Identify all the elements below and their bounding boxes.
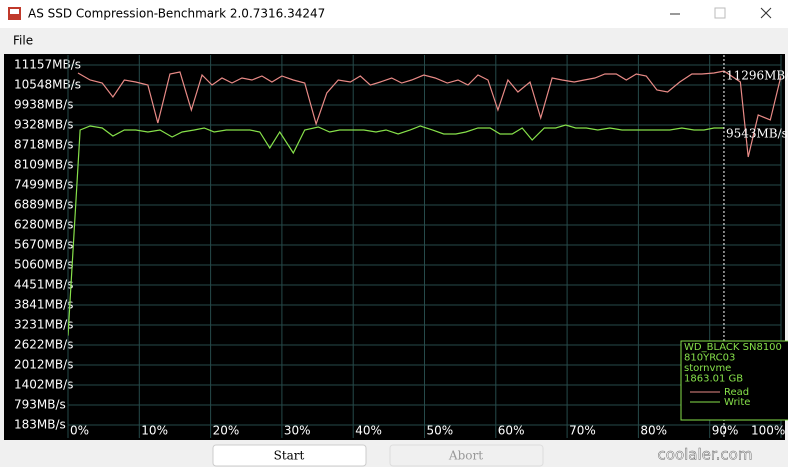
- watermark: coolaler.com: [658, 446, 753, 464]
- y-tick-label: 3231MB/s: [14, 318, 73, 332]
- y-tick-label: 6889MB/s: [14, 198, 73, 212]
- close-button[interactable]: [760, 7, 772, 19]
- x-tick-label: 40%: [355, 424, 382, 438]
- y-tick-label: 8109MB/s: [14, 157, 73, 171]
- x-tick-label: 100%: [751, 424, 785, 438]
- x-tick-label: 50%: [427, 424, 454, 438]
- plot-background: [4, 54, 785, 440]
- y-tick-label: 1402MB/s: [14, 378, 73, 392]
- abort-button: [389, 444, 544, 467]
- y-tick-label: 183MB/s: [14, 418, 66, 432]
- y-tick-label: 6280MB/s: [14, 217, 73, 231]
- y-tick-label: 5060MB/s: [14, 258, 73, 272]
- y-tick-label: 11157MB/s: [14, 58, 81, 72]
- x-tick-label: 30%: [284, 424, 311, 438]
- y-tick-label: 10548MB/s: [14, 77, 81, 91]
- plot: 11157MB/s 10548MB/s 9938MB/s 9328MB/s 8718MB…: [14, 55, 788, 438]
- x-tick-label: 90%: [712, 424, 739, 438]
- x-tick-label: 10%: [141, 424, 168, 438]
- y-tick-label: 9938MB/s: [14, 97, 73, 111]
- device-info: WD_BLACK SN8100: [684, 342, 782, 353]
- cursor-label: 9543MB/s: [726, 127, 788, 141]
- x-tick-label: 20%: [213, 424, 240, 438]
- y-tick-label: 8718MB/s: [14, 138, 73, 152]
- series-line: [68, 124, 724, 336]
- y-tick-label: 3841MB/s: [14, 298, 73, 312]
- x-tick-label: 60%: [498, 424, 525, 438]
- x-tick-label: 70%: [569, 424, 596, 438]
- series-line: [77, 70, 781, 158]
- x-tick-label: 0%: [70, 424, 89, 438]
- y-tick-label: 9328MB/s: [14, 118, 73, 132]
- legend-box: [680, 340, 788, 421]
- y-tick-label: 5670MB/s: [14, 238, 73, 252]
- y-tick-label: 2012MB/s: [14, 358, 73, 372]
- abort-button-label: Abort: [448, 449, 483, 463]
- legend-label: Write: [724, 397, 750, 408]
- y-tick-label: 2622MB/s: [14, 337, 73, 351]
- legend-label: Read: [724, 387, 749, 398]
- y-tick-label: 4451MB/s: [14, 277, 73, 291]
- title-bar: [0, 0, 788, 28]
- y-tick-label: 7499MB/s: [14, 178, 73, 192]
- device-info: 1863.01 GB: [684, 374, 743, 385]
- cursor-label: 11296MB/s: [726, 69, 788, 83]
- x-tick-label: 80%: [640, 424, 667, 438]
- device-info: 810YRC03: [684, 353, 735, 364]
- y-tick-label: 793MB/s: [14, 397, 66, 411]
- device-info: stornvme: [684, 363, 731, 374]
- start-button-label[interactable]: Start: [274, 449, 305, 463]
- start-button[interactable]: [212, 444, 367, 467]
- menu-file[interactable]: File: [13, 34, 33, 48]
- maximize-button[interactable]: [714, 7, 726, 19]
- window-title: AS SSD Compression-Benchmark 2.0.7316.34…: [28, 7, 325, 21]
- app-icon: [8, 7, 21, 20]
